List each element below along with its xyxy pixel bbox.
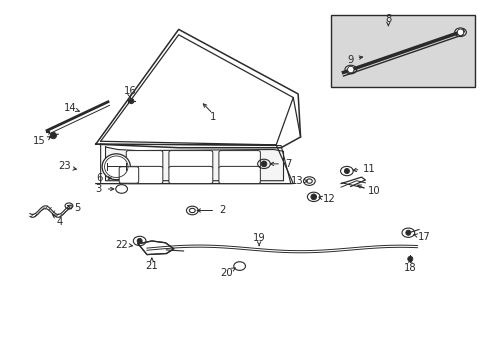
Text: 6: 6 xyxy=(96,173,102,183)
Text: 14: 14 xyxy=(63,103,76,113)
Text: 19: 19 xyxy=(252,233,265,243)
Text: 1: 1 xyxy=(209,112,216,122)
FancyBboxPatch shape xyxy=(168,150,212,169)
Ellipse shape xyxy=(407,256,412,261)
Text: 8: 8 xyxy=(385,14,391,24)
FancyBboxPatch shape xyxy=(126,166,163,184)
Text: 18: 18 xyxy=(403,263,416,273)
Ellipse shape xyxy=(456,29,463,36)
Text: 7: 7 xyxy=(285,159,291,169)
Text: 23: 23 xyxy=(58,161,70,171)
FancyBboxPatch shape xyxy=(219,166,260,184)
Ellipse shape xyxy=(102,154,130,180)
Polygon shape xyxy=(138,241,173,255)
Text: 12: 12 xyxy=(322,194,335,204)
Text: 15: 15 xyxy=(33,136,46,146)
Ellipse shape xyxy=(344,168,349,174)
Ellipse shape xyxy=(50,132,57,139)
Text: 13: 13 xyxy=(290,176,303,186)
Text: 3: 3 xyxy=(95,184,101,194)
Text: 20: 20 xyxy=(220,268,232,278)
Text: 4: 4 xyxy=(56,217,62,227)
Text: 9: 9 xyxy=(346,55,353,65)
Polygon shape xyxy=(105,147,283,181)
Text: 22: 22 xyxy=(115,239,128,249)
Text: 16: 16 xyxy=(123,86,136,96)
Text: 17: 17 xyxy=(417,232,429,242)
Text: 21: 21 xyxy=(145,261,158,271)
Ellipse shape xyxy=(137,238,142,244)
Bar xyxy=(330,15,474,87)
Text: 10: 10 xyxy=(366,186,379,196)
FancyBboxPatch shape xyxy=(168,166,212,184)
FancyBboxPatch shape xyxy=(219,150,260,169)
Text: 11: 11 xyxy=(362,163,374,174)
Ellipse shape xyxy=(347,66,353,73)
Ellipse shape xyxy=(261,161,266,167)
Ellipse shape xyxy=(310,194,316,200)
Text: 5: 5 xyxy=(74,203,81,213)
Text: 2: 2 xyxy=(219,206,225,216)
Ellipse shape xyxy=(128,99,134,104)
Polygon shape xyxy=(101,144,290,184)
Ellipse shape xyxy=(405,230,410,235)
FancyBboxPatch shape xyxy=(126,150,163,169)
FancyBboxPatch shape xyxy=(119,167,139,183)
